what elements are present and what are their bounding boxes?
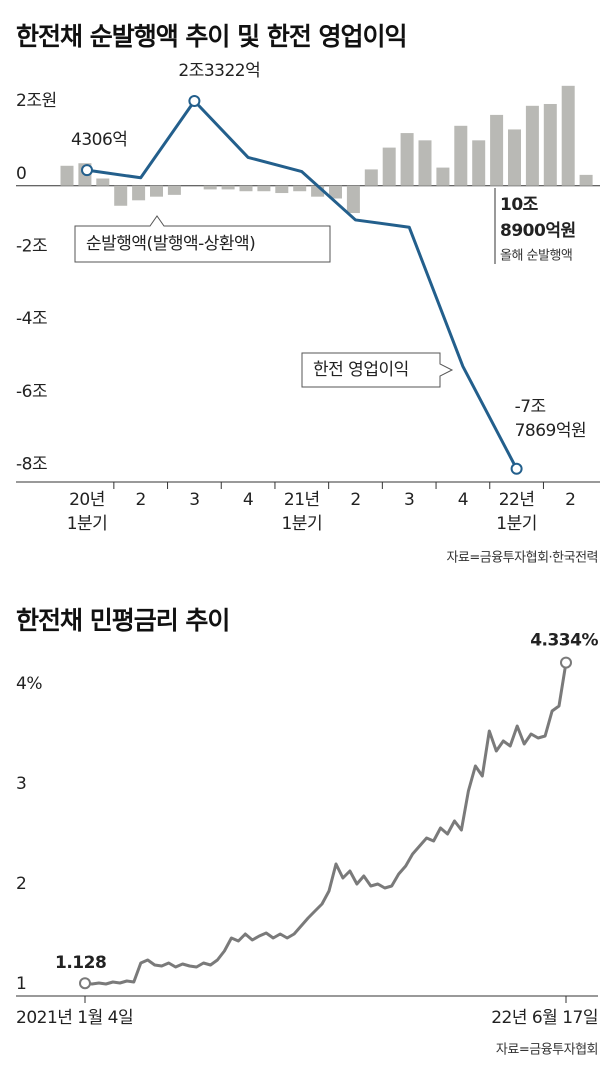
bar [508,129,521,186]
data-label: 4306억 [71,130,127,150]
bar [382,147,396,186]
x-tick-label: 2021년 1월 4일 [16,1008,133,1028]
bar [203,185,217,190]
x-tick-label: 2 [565,490,575,510]
y-tick-label: -2조 [16,236,47,256]
bar [150,185,163,197]
x-tick-label: 20년 1분기 [67,490,108,534]
chart-title: 한전채 민평금리 추이 [16,606,229,635]
callout-box [74,215,331,263]
bar [132,185,146,201]
bar [114,185,128,206]
x-tick-label: 21년 1분기 [281,490,322,534]
bar [561,85,575,186]
bar [275,185,289,194]
y-tick-label: -4조 [16,309,47,329]
bar [60,165,74,186]
point-marker [510,462,523,475]
x-tick-label: 22년 6월 17일 [491,1008,598,1028]
point-marker [560,656,572,669]
legend-label: 순발행액(발행액-상환액) [86,234,255,254]
line [84,662,568,986]
legend-label: 한전 영업이익 [313,360,409,380]
y-tick-label: 2 [16,874,26,894]
bar [418,140,432,186]
y-tick-label: 4% [16,674,42,694]
bar [167,185,181,195]
data-label: 2조3322억 [178,61,260,81]
y-tick-label: -8조 [16,455,47,475]
bar [311,185,325,197]
source: 자료=금융투자협회 [496,1043,598,1058]
y-tick-label: 0 [16,164,26,184]
point-marker [79,977,91,990]
x-tick-label: 3 [189,490,199,510]
point-marker [188,95,201,108]
bar [472,140,486,186]
line [86,99,518,470]
annotation: 10조 8900억원 [500,195,576,241]
bar [221,185,235,190]
y-tick-label: 3 [16,774,26,794]
bar [293,185,307,192]
chart-title: 한전채 순발행액 추이 및 한전 영업이익 [16,22,407,51]
bar [239,185,253,192]
bar [400,133,414,186]
bar [525,105,539,186]
x-tick-label: 2 [136,490,146,510]
x-tick-label: 3 [404,490,414,510]
bar [96,178,110,186]
bar [543,103,557,186]
x-tick-label: 4 [243,490,253,510]
bar [346,185,360,214]
x-tick-label: 22년 1분기 [496,490,537,534]
point-marker [81,164,93,177]
data-label: -7조 7869억원 [515,397,587,441]
bar [257,185,271,192]
y-tick-label: 2조원 [16,91,57,111]
y-tick-label: -6조 [16,382,47,402]
annotation: 올해 순발행액 [500,248,572,264]
bar [436,167,450,186]
data-label: 4.334% [530,631,598,651]
bar [490,114,504,186]
data-label: 1.128 [55,953,106,973]
x-tick-label: 2 [350,490,360,510]
x-tick-label: 4 [458,490,468,510]
source: 자료=금융투자협회·한국전력 [446,551,598,566]
callout-box [301,352,454,388]
y-tick-label: 1 [16,974,26,994]
bar [329,185,342,199]
bar [364,169,378,186]
bar [454,125,468,186]
bar [579,174,593,186]
